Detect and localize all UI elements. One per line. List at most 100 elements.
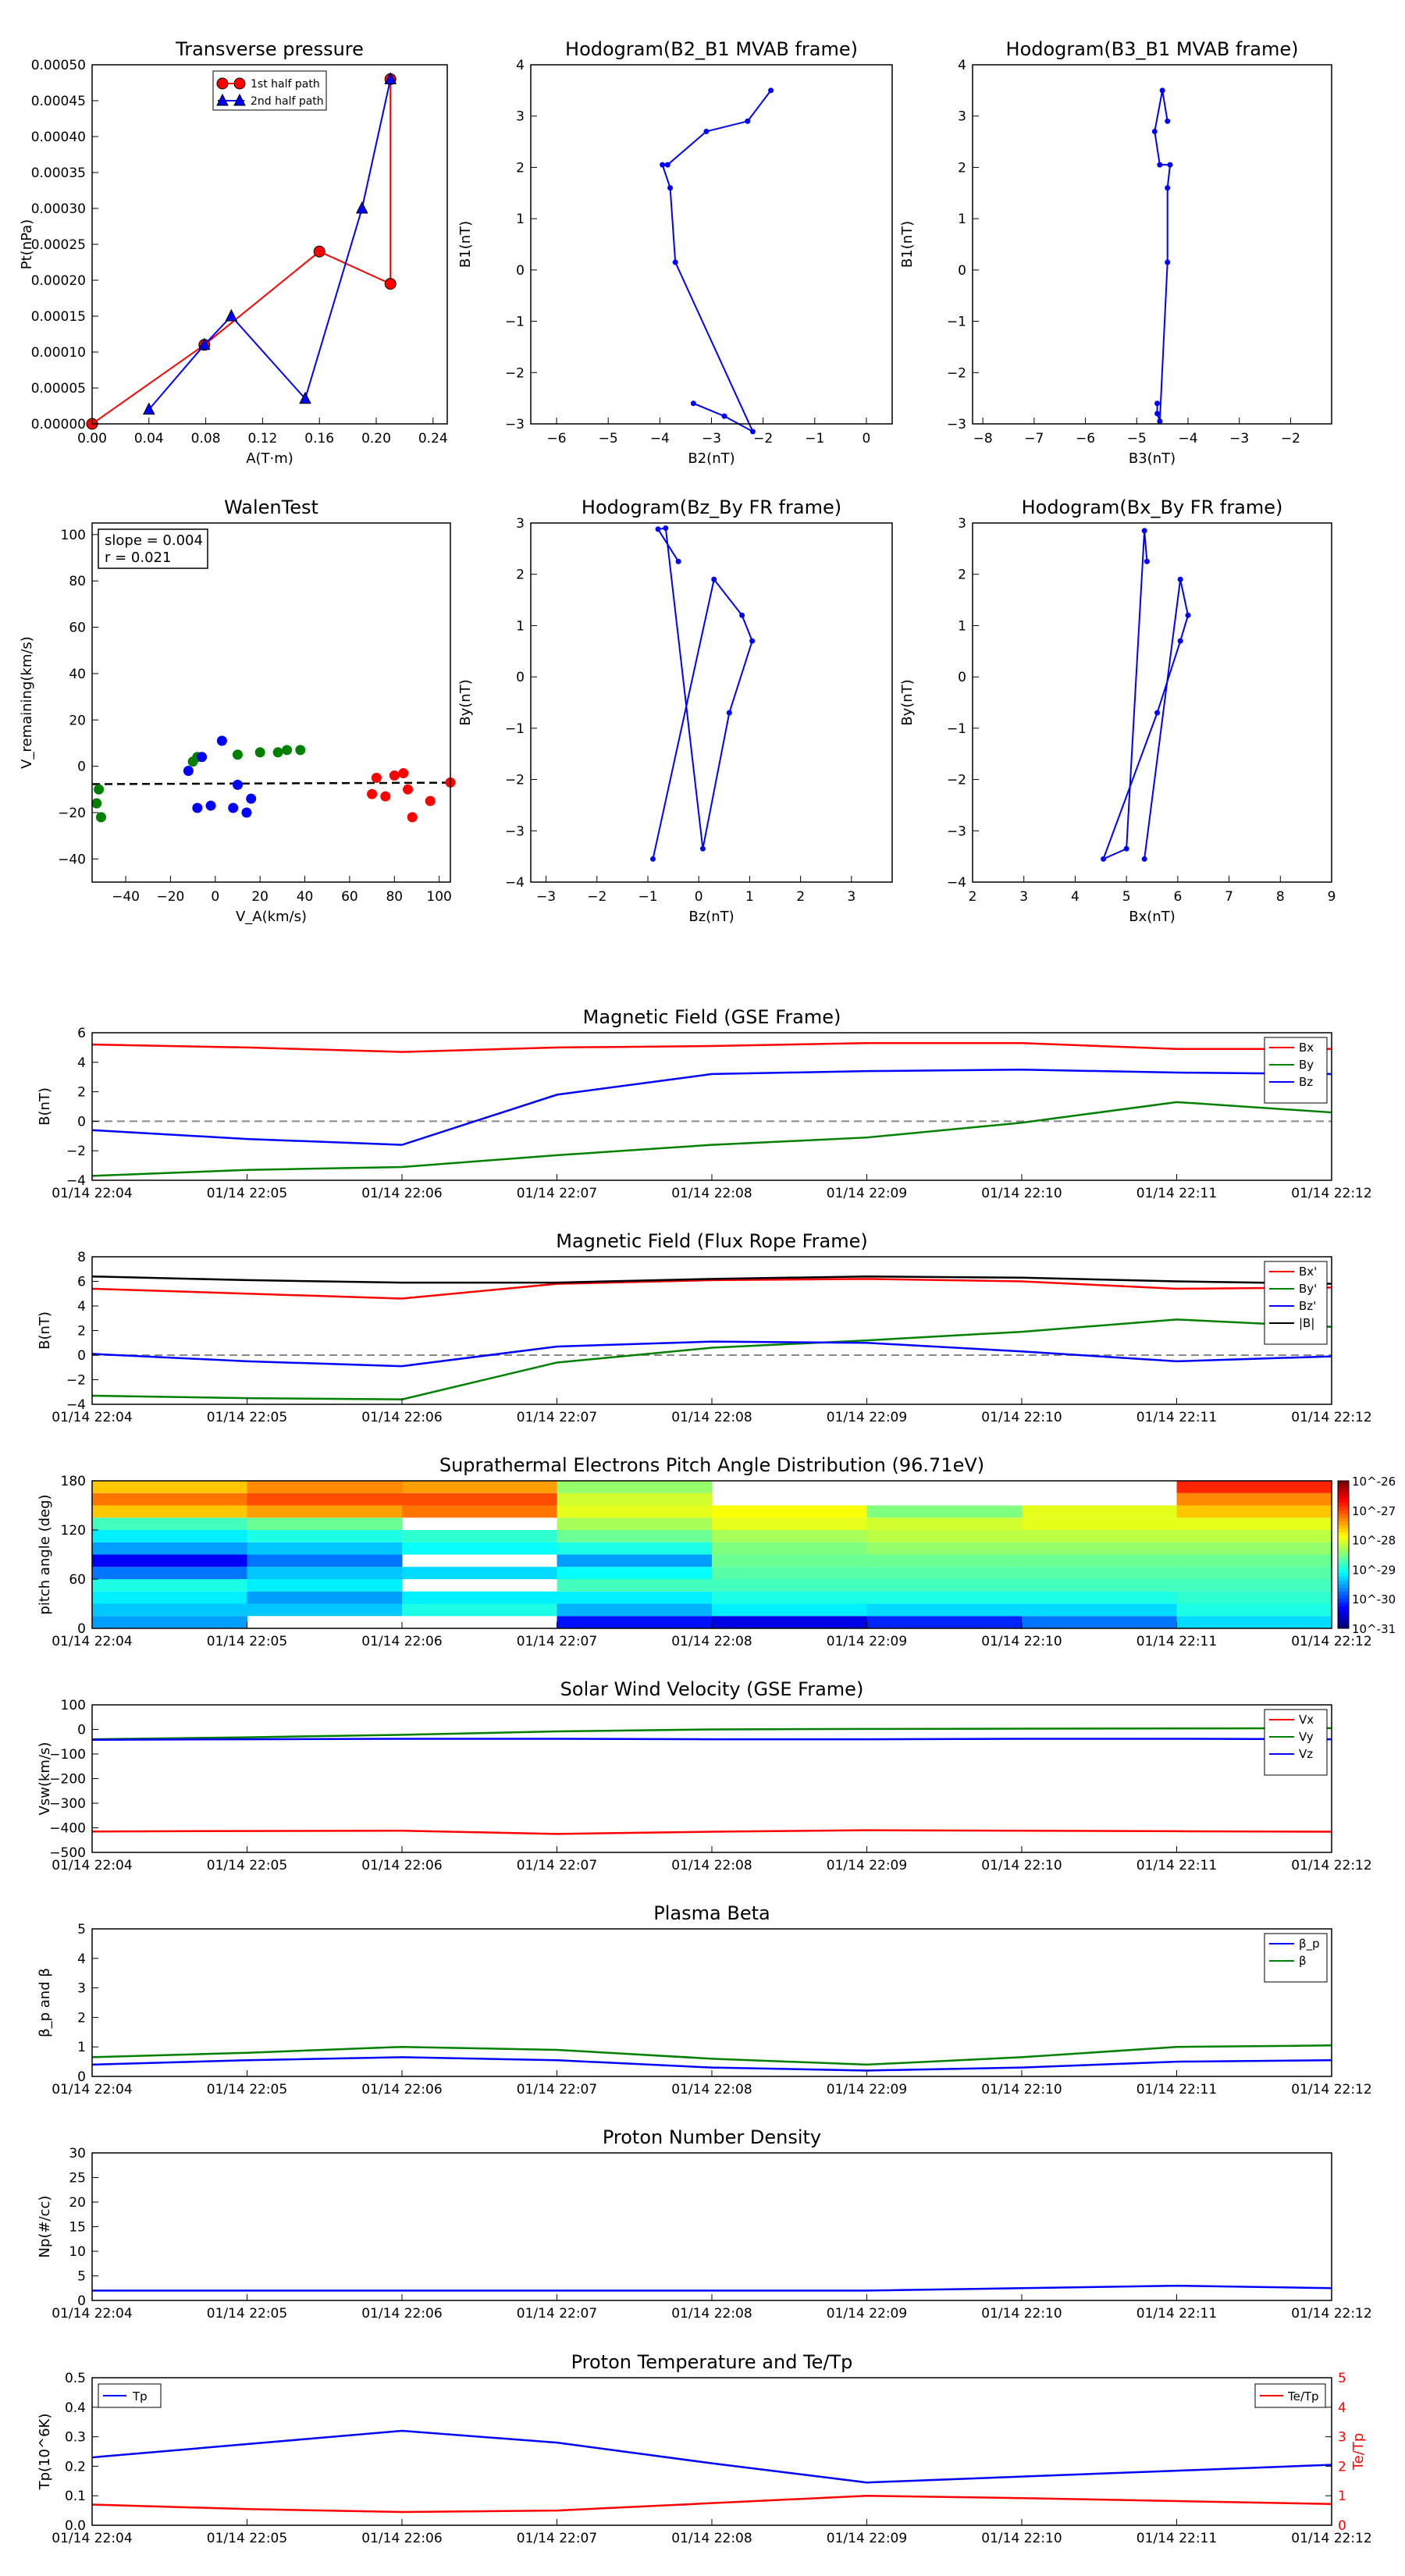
data-point [241, 807, 252, 818]
colorbar-tick-label: 10^-29 [1352, 1563, 1396, 1577]
y-tick-label: 1 [958, 212, 966, 227]
data-point [228, 802, 239, 813]
data-point [367, 788, 378, 799]
y-tick-label: 1 [1338, 2489, 1346, 2504]
x-tick-label: −40 [112, 889, 140, 905]
time-tick-label: 01/14 22:06 [361, 2082, 442, 2097]
heatmap-cell [866, 1579, 1023, 1592]
data-point [1157, 418, 1163, 425]
time-tick-label: 01/14 22:12 [1291, 1858, 1371, 1873]
y-tick-label: 0 [77, 1723, 86, 1738]
data-point [1151, 128, 1158, 134]
data-point [690, 400, 696, 407]
y-tick-label: 8 [77, 1250, 86, 1265]
y-tick-label: −4 [66, 1173, 86, 1189]
heatmap-cell [402, 1603, 557, 1617]
y-tick-label: 4 [77, 1055, 86, 1071]
chart-hodo_bxby: Hodogram(Bx_By FR frame) 2 3 4 5 6 7 8 9 −4 −3 −2 −1… [899, 496, 1336, 925]
data-point [1165, 185, 1171, 191]
x-tick-label: 60 [341, 889, 358, 905]
y-axis-label: B(nT) [37, 1311, 53, 1350]
time-tick-label: 01/14 22:08 [671, 1186, 752, 1201]
chart-title: Magnetic Field (GSE Frame) [583, 1006, 841, 1028]
y-tick-label: −300 [49, 1796, 86, 1812]
colorbar-segment [1338, 1561, 1349, 1567]
y-tick-label: 0.00040 [31, 130, 86, 145]
chart-title: Proton Temperature and Te/Tp [571, 2351, 853, 2373]
y-tick-label: 2 [77, 2010, 86, 2026]
plot-frame [972, 522, 1332, 883]
data-point [660, 162, 666, 168]
y-tick-label: 2 [77, 1085, 86, 1101]
time-tick-label: 01/14 22:09 [827, 1858, 907, 1873]
colorbar-segment [1338, 1532, 1349, 1537]
y-tick-label: 15 [69, 2220, 86, 2236]
time-tick-label: 01/14 22:04 [52, 1186, 132, 1201]
colorbar-segment [1338, 1554, 1349, 1559]
time-tick-label: 01/14 22:04 [52, 1634, 132, 1649]
heatmap-cell [557, 1542, 713, 1555]
y-tick-label: −4 [947, 875, 966, 891]
legend-label: Bz' [1299, 1299, 1316, 1313]
time-tick-label: 01/14 22:09 [827, 2306, 907, 2322]
x-tick-label: 40 [297, 889, 314, 905]
chart-vsw: Solar Wind Velocity (GSE Frame) 01/14 22:… [37, 1678, 1372, 1873]
chart-title: Suprathermal Electrons Pitch Angle Distr… [439, 1454, 984, 1476]
data-point [1165, 118, 1171, 124]
time-tick-label: 01/14 22:04 [52, 1858, 132, 1873]
legend-box [212, 70, 327, 111]
heatmap-cell [402, 1542, 557, 1555]
y-tick-label: −4 [66, 1397, 86, 1413]
y-tick-label: 0.00015 [31, 309, 86, 325]
x-tick-label: 4 [1071, 889, 1080, 905]
x-tick-label: 3 [1019, 889, 1028, 905]
data-point [721, 413, 727, 419]
x-tick-label: −6 [547, 431, 567, 447]
chart-hodo_b3b1: Hodogram(B3_B1 MVAB frame) −8 −7 −6 −5 −4 −3 −2… [899, 38, 1332, 467]
colorbar-segment [1338, 1488, 1349, 1493]
y-tick-label: 0.00025 [31, 237, 86, 253]
chart-title: Hodogram(Bx_By FR frame) [1022, 496, 1283, 518]
heatmap-cell [1176, 1493, 1332, 1506]
heatmap-cell [712, 1530, 867, 1542]
chart-mag_gse: Magnetic Field (GSE Frame) 01/14 22:04 01/… [37, 1006, 1372, 1201]
heatmap-cell [866, 1517, 1023, 1530]
colorbar-segment [1338, 1610, 1349, 1614]
colorbar-tick-label: 10^-27 [1352, 1504, 1396, 1518]
legend-label: Vy [1299, 1730, 1314, 1744]
y-tick-label: 3 [77, 1981, 86, 1997]
y-tick-label: 5 [77, 1922, 86, 1937]
data-point [663, 525, 669, 532]
data-point [282, 745, 293, 756]
chart-title: WalenTest [224, 496, 318, 518]
x-tick-label: 80 [386, 889, 403, 905]
time-tick-label: 01/14 22:06 [361, 1858, 442, 1873]
colorbar-segment [1338, 1584, 1349, 1589]
legend-marker [233, 93, 246, 106]
time-tick-label: 01/14 22:08 [671, 1858, 752, 1873]
heatmap-cell [866, 1616, 1023, 1628]
colorbar-segment [1338, 1539, 1349, 1544]
series-line [91, 1738, 1332, 1741]
x-axis-label: V_A(km/s) [236, 909, 307, 925]
time-tick-label: 01/14 22:10 [981, 1410, 1062, 1425]
x-tick-label: 0.00 [77, 431, 107, 447]
y-tick-label: 0 [77, 1114, 86, 1130]
time-tick-label: 01/14 22:12 [1291, 1634, 1371, 1649]
heatmap-cell [1022, 1517, 1177, 1530]
colorbar-segment [1338, 1576, 1349, 1582]
heatmap-cell [92, 1530, 247, 1542]
time-tick-label: 01/14 22:09 [827, 1410, 907, 1425]
y-tick-label: 20 [69, 713, 86, 728]
time-tick-label: 01/14 22:10 [981, 2306, 1062, 2322]
time-tick-label: 01/14 22:05 [207, 2306, 287, 2322]
x-tick-label: 9 [1328, 889, 1336, 905]
colorbar-segment [1338, 1525, 1349, 1529]
chart-transverse_pressure: Transverse pressure 0.00 0.04 0.08 0.12 0.16 0… [19, 38, 448, 467]
heatmap-cell [557, 1554, 713, 1567]
time-tick-label: 01/14 22:10 [981, 2082, 1062, 2097]
y-tick-label: 0 [77, 2069, 86, 2085]
data-point [1101, 856, 1107, 862]
colorbar-tick-label: 10^-28 [1352, 1534, 1396, 1548]
y-tick-label: −2 [66, 1373, 86, 1389]
